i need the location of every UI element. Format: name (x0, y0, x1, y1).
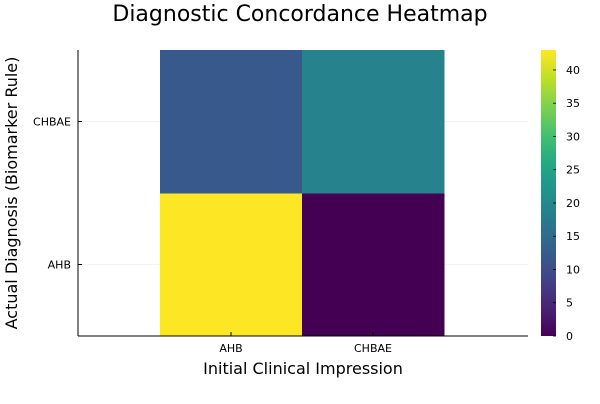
colorbar-tick-label: 0 (566, 330, 573, 343)
y-tick-label: AHB (48, 259, 71, 272)
colorbar-tick-label: 15 (566, 230, 580, 243)
colorbar-tick-label: 20 (566, 197, 580, 210)
colorbar-ticks: 0 5 10 15 20 25 30 35 40 (553, 64, 580, 343)
colorbar-tick-label: 5 (566, 297, 573, 310)
colorbar-tick-label: 25 (566, 164, 580, 177)
heatmap-cells (160, 50, 445, 337)
chart-title: Diagnostic Concordance Heatmap (112, 2, 487, 27)
x-tick-label: AHB (219, 342, 242, 355)
heatmap-cell (160, 193, 303, 337)
heatmap-cell (302, 50, 445, 194)
heatmap-cell (160, 50, 303, 194)
heatmap-cell (302, 193, 445, 337)
colorbar-tick-label: 35 (566, 97, 580, 110)
y-tick-label: CHBAE (33, 116, 71, 129)
y-axis-label: Actual Diagnosis (Biomarker Rule) (2, 57, 21, 330)
colorbar-tick-label: 30 (566, 130, 580, 143)
axis-ticks: AHB CHBAE AHB CHBAE (33, 116, 392, 356)
x-axis-label: Initial Clinical Impression (203, 359, 403, 378)
x-tick-label: CHBAE (354, 342, 392, 355)
colorbar (541, 50, 556, 336)
colorbar-tick-label: 40 (566, 64, 580, 77)
colorbar-tick-label: 10 (566, 263, 580, 276)
